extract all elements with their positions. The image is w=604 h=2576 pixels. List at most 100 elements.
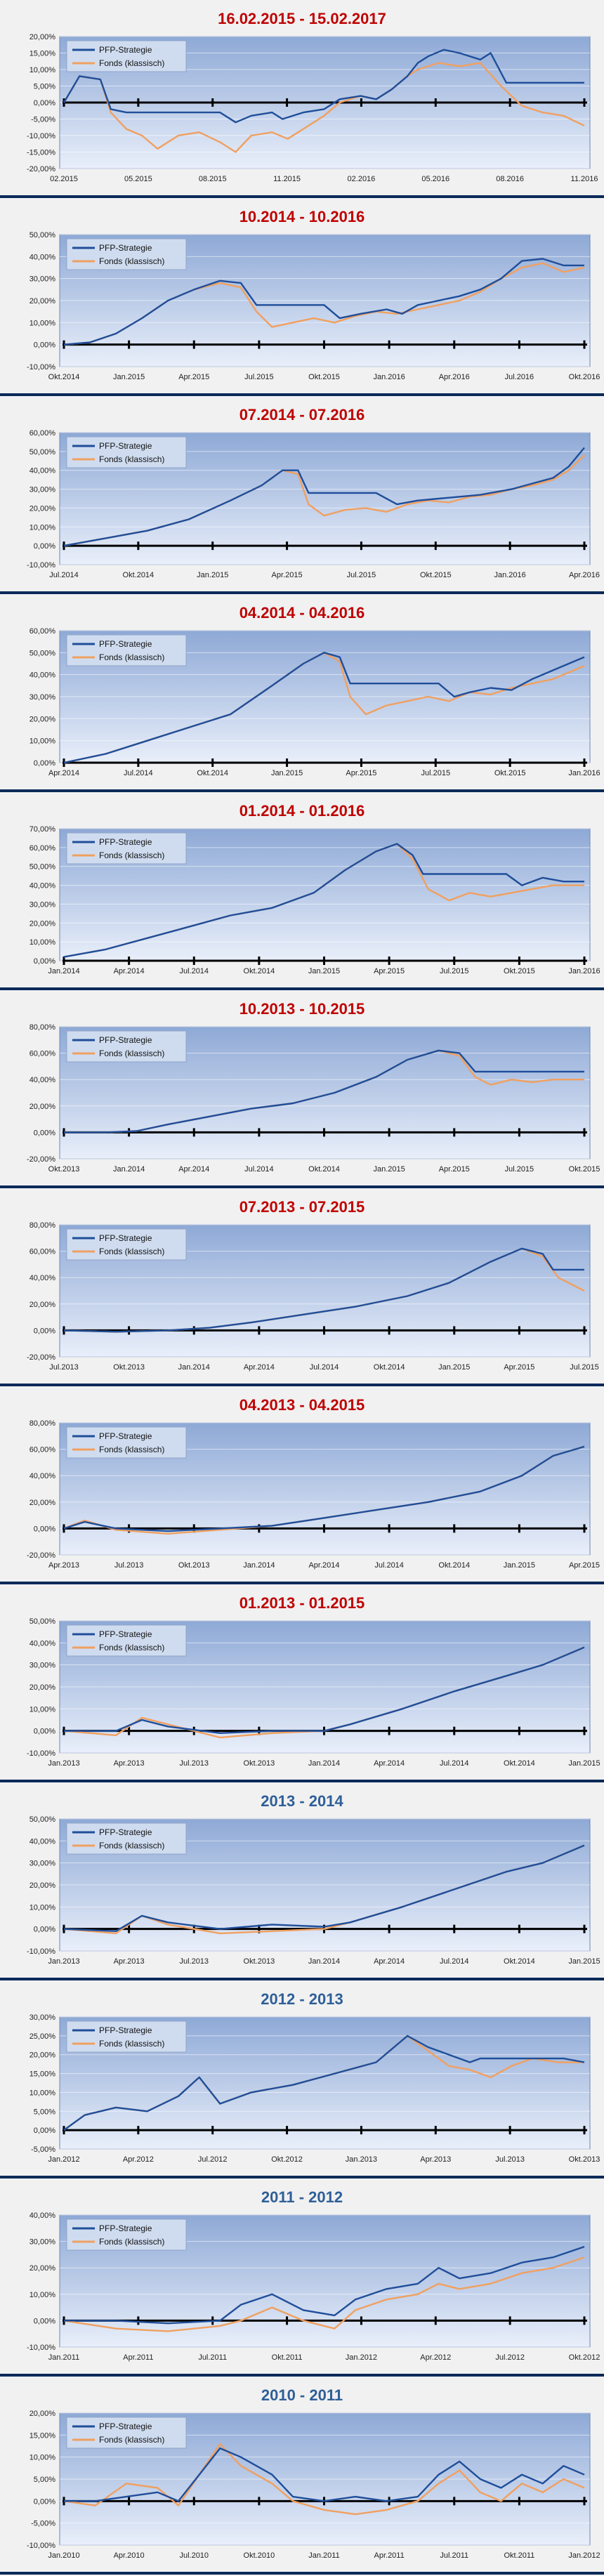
x-tick-label: Okt.2014 [438, 1561, 470, 1570]
chart-title: 07.2014 - 07.2016 [239, 406, 365, 423]
legend-label: PFP-Strategie [99, 639, 152, 649]
x-tick-label: Apr.2014 [308, 1561, 339, 1570]
y-tick-label: 10,00% [29, 1903, 56, 1912]
x-tick-label: Jan.2014 [113, 1165, 145, 1174]
y-tick-label: -5,00% [31, 116, 55, 124]
y-tick-label: -5,00% [31, 2520, 55, 2528]
y-tick-label: 5,00% [34, 83, 55, 91]
x-tick-label: Jul.2012 [198, 2155, 228, 2164]
x-tick-label: Okt.2013 [244, 1759, 275, 1768]
x-tick-label: Jan.2014 [243, 1561, 275, 1570]
series-line [64, 1646, 585, 1734]
x-tick-label: Okt.2014 [197, 769, 228, 777]
y-tick-label: 20,00% [29, 715, 56, 723]
legend-label: PFP-Strategie [99, 441, 152, 451]
line-chart: 04.2013 - 04.2015 -20,00% 0,00% 20,00% 40,00… [27, 1396, 600, 1570]
x-tick-label: Okt.2014 [374, 1363, 405, 1372]
series-line [64, 1049, 584, 1133]
y-tick-label: 20,00% [29, 1881, 56, 1890]
x-tick-label: Jul.2014 [179, 967, 209, 975]
legend-box [66, 832, 187, 865]
y-tick-label: 60,00% [29, 1050, 56, 1058]
y-tick-label: 60,00% [29, 429, 56, 438]
x-tick-label: Jan.2015 [568, 1957, 600, 1966]
x-tick-label: Apr.2015 [504, 1363, 534, 1372]
x-tick-label: Okt.2011 [504, 2551, 534, 2560]
line-chart: 2010 - 2011 -10,00% -5,00% 0,00% 5,00% 10,00%… [27, 2386, 600, 2560]
panel-separator [0, 1185, 604, 1188]
chart-panel: 04.2014 - 04.2016 0,00% 10,00% 20,00% 30,00%… [0, 594, 604, 792]
y-tick-label: 20,00% [29, 2264, 56, 2273]
y-tick-label: 50,00% [29, 1617, 56, 1626]
x-tick-label: Jan.2014 [178, 1363, 210, 1372]
y-tick-label: 10,00% [29, 2089, 56, 2097]
line-chart: 2013 - 2014 -10,00% 0,00% 10,00% 20,00% 30,00… [27, 1792, 600, 1966]
x-tick-label: Okt.2014 [504, 1759, 535, 1768]
panel-separator [0, 1582, 604, 1584]
y-tick-label: 10,00% [29, 319, 56, 327]
y-tick-label: 50,00% [29, 863, 56, 872]
x-tick-label: Apr.2011 [123, 2353, 153, 2362]
x-tick-label: Apr.2014 [48, 769, 79, 777]
legend-label: Fonds (klassisch) [99, 58, 164, 68]
series-line [63, 1247, 584, 1333]
y-tick-label: 60,00% [29, 1446, 56, 1454]
y-tick-label: 50,00% [29, 448, 56, 456]
y-tick-label: 30,00% [29, 1662, 56, 1670]
x-tick-label: Apr.2015 [439, 1165, 470, 1174]
y-tick-label: 30,00% [29, 1860, 56, 1868]
x-tick-label: Jan.2014 [308, 1957, 340, 1966]
y-tick-label: -20,00% [27, 1155, 55, 1164]
legend-box [66, 436, 187, 468]
x-tick-label: Okt.2013 [244, 1957, 275, 1966]
line-chart: 2011 - 2012 -10,00% 0,00% 10,00% 20,00% 30,00… [27, 2188, 600, 2362]
y-tick-label: 0,00% [34, 1327, 55, 1335]
y-tick-label: 80,00% [29, 1023, 56, 1032]
line-chart: 07.2014 - 07.2016 -10,00% 0,00% 10,00% 20,00… [27, 406, 600, 579]
x-tick-label: Jan.2016 [568, 769, 600, 777]
x-tick-label: Apr.2015 [272, 571, 303, 579]
chart-panel: 01.2013 - 01.2015 -10,00% 0,00% 10,00% 20,00… [0, 1584, 604, 1782]
x-tick-label: Apr.2013 [114, 1759, 145, 1768]
x-tick-label: Jan.2012 [568, 2551, 600, 2560]
x-tick-label: Jul.2015 [244, 373, 274, 381]
legend-label: Fonds (klassisch) [99, 1841, 164, 1851]
x-tick-label: Okt.2015 [569, 1165, 600, 1174]
x-tick-label: Apr.2014 [178, 1165, 209, 1174]
panel-separator [0, 1780, 604, 1782]
y-tick-label: 0,00% [34, 1525, 55, 1533]
y-tick-label: 60,00% [29, 1248, 56, 1256]
x-tick-label: Apr.2013 [114, 1957, 145, 1966]
chart-panel: 10.2014 - 10.2016 -10,00% 0,00% 10,00% 20,00… [0, 198, 604, 396]
legend-box [66, 2020, 187, 2053]
legend-label: PFP-Strategie [99, 2025, 152, 2035]
chart-panel: 04.2013 - 04.2015 -20,00% 0,00% 20,00% 40,00… [0, 1386, 604, 1584]
chart-panel: 01.2014 - 01.2016 0,00% 10,00% 20,00% 30,00%… [0, 792, 604, 990]
y-tick-label: 40,00% [29, 467, 56, 475]
x-tick-label: Jul.2013 [114, 1561, 144, 1570]
x-tick-label: Apr.2013 [48, 1561, 79, 1570]
y-tick-label: 30,00% [29, 275, 56, 284]
x-tick-label: Okt.2013 [178, 1561, 210, 1570]
x-tick-label: Jan.2010 [48, 2551, 79, 2560]
y-tick-label: 5,00% [34, 2108, 55, 2116]
y-tick-label: 30,00% [29, 900, 56, 909]
legend-label: Fonds (klassisch) [99, 2237, 164, 2247]
x-tick-label: Apr.2016 [439, 373, 470, 381]
chart-title: 2011 - 2012 [261, 2188, 343, 2206]
legend-label: PFP-Strategie [99, 1233, 152, 1243]
y-tick-label: 15,00% [29, 2070, 56, 2079]
y-tick-label: -10,00% [27, 1947, 55, 1956]
legend-label: Fonds (klassisch) [99, 256, 164, 266]
line-chart: 16.02.2015 - 15.02.2017 -20,00% -15,00% -10… [27, 10, 598, 183]
panel-separator [0, 1978, 604, 1980]
y-tick-label: 40,00% [29, 671, 56, 680]
y-tick-label: 60,00% [29, 627, 56, 636]
legend-label: PFP-Strategie [99, 837, 152, 847]
y-tick-label: 0,00% [34, 1129, 55, 1137]
y-tick-label: 10,00% [29, 2454, 56, 2462]
y-tick-label: 0,00% [34, 2497, 55, 2506]
series-line [63, 1844, 585, 1932]
x-tick-label: 02.2016 [348, 175, 376, 183]
x-tick-label: Jul.2013 [49, 1363, 79, 1372]
